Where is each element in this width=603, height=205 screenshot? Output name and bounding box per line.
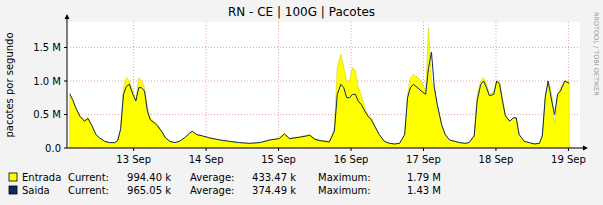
tick-label: 15 Sep xyxy=(261,154,296,165)
legend-stat-name: Average: xyxy=(190,185,234,196)
background xyxy=(0,0,603,205)
tick-label: 18 Sep xyxy=(479,154,514,165)
grid-line xyxy=(206,22,207,148)
tick xyxy=(64,80,67,81)
y-axis-label: pacotes por segundo xyxy=(4,32,15,137)
tick-label: 19 Sep xyxy=(551,154,586,165)
tick xyxy=(568,148,569,151)
tick xyxy=(64,114,67,115)
grid-line xyxy=(67,80,580,81)
legend-stat-value: 994.40 k xyxy=(127,172,171,183)
legend-stat-name: Maximum: xyxy=(318,172,371,183)
tick xyxy=(64,47,67,48)
legend-stat-name: Maximum: xyxy=(318,185,371,196)
axis-arrow xyxy=(65,14,70,19)
tick-label: 0.0 xyxy=(45,143,61,154)
x-axis xyxy=(67,148,584,149)
tick-label: 1.0 M xyxy=(33,76,61,87)
tick xyxy=(423,148,424,151)
y-axis xyxy=(67,18,68,148)
chart: 0.0 0.5 M 1.0 M 1.5 M 13 Sep 14 Sep 15 Sep 16 S… xyxy=(0,0,603,205)
tick xyxy=(351,148,352,151)
legend-swatch xyxy=(9,173,17,181)
legend-stat-value: 1.43 M xyxy=(407,185,441,196)
tick xyxy=(278,148,279,151)
tick-label: 16 Sep xyxy=(334,154,369,165)
legend-stat-name: Current: xyxy=(68,185,109,196)
tick-label: 0.5 M xyxy=(33,109,61,120)
legend-label: Saida xyxy=(22,185,50,196)
axis-arrow xyxy=(583,146,588,151)
legend-stat-name: Current: xyxy=(68,172,109,183)
tick xyxy=(133,148,134,151)
plot-area xyxy=(67,22,580,148)
tick xyxy=(495,148,496,151)
tick-label: 13 Sep xyxy=(116,154,151,165)
line xyxy=(70,52,569,144)
tick xyxy=(206,148,207,151)
legend-stat-value: 433.47 k xyxy=(252,172,296,183)
legend-stat-name: Average: xyxy=(190,172,234,183)
legend-swatch xyxy=(9,186,17,194)
tick-label: 17 Sep xyxy=(406,154,441,165)
legend-label: Entrada xyxy=(22,172,61,183)
legend-stat-value: 965.05 k xyxy=(127,185,171,196)
watermark: RRDTOOL / TOBI OETIKER xyxy=(592,12,600,96)
grid-line xyxy=(278,22,279,148)
grid-line xyxy=(67,47,580,48)
data-group xyxy=(70,28,569,148)
legend-stat-value: 374.49 k xyxy=(252,185,296,196)
legend-stat-value: 1.79 M xyxy=(407,172,441,183)
title: RN - CE | 100G | Pacotes xyxy=(228,5,375,19)
area xyxy=(70,28,569,148)
tick-label: 14 Sep xyxy=(189,154,224,165)
tick-label: 1.5 M xyxy=(33,42,61,53)
tick xyxy=(64,148,67,149)
